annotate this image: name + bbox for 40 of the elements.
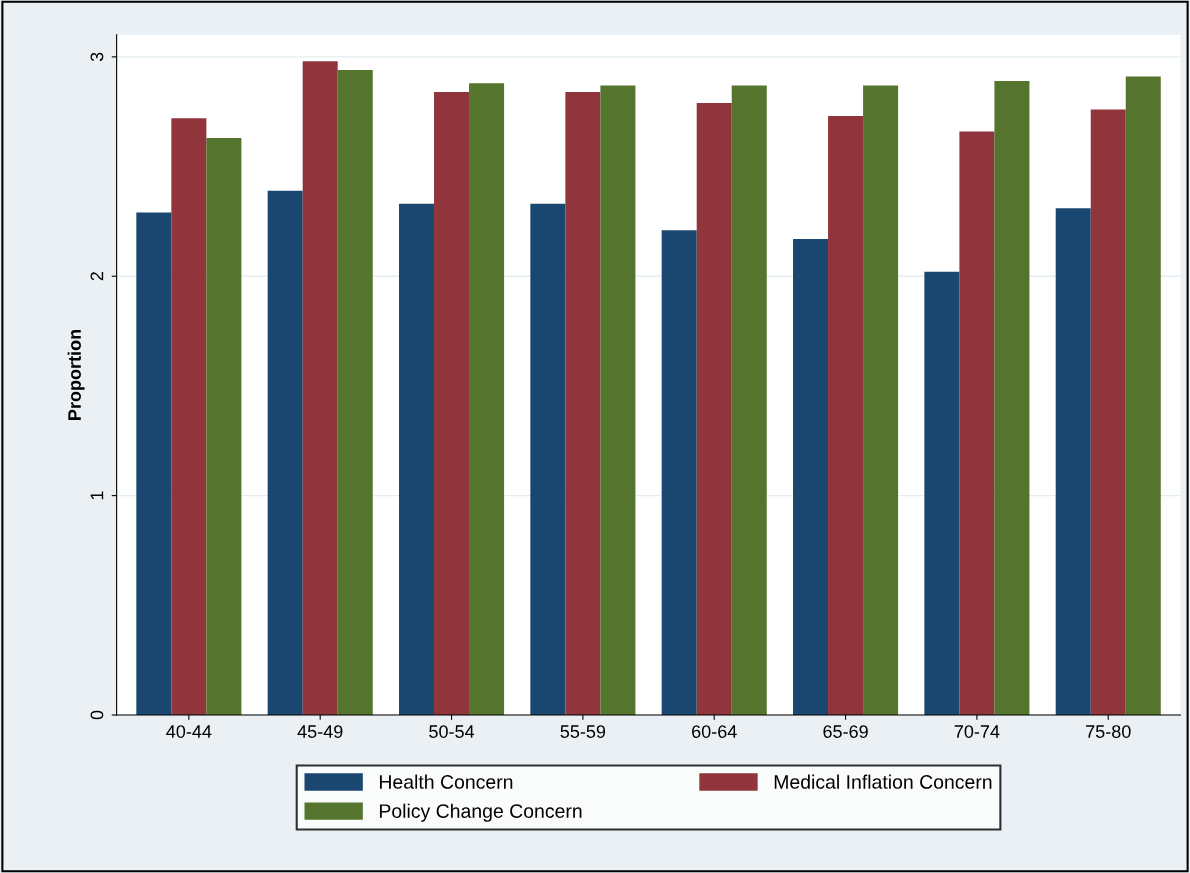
x-tick-label: 65-69	[823, 725, 868, 738]
legend-label: Health Concern	[379, 774, 513, 789]
bar	[600, 85, 636, 715]
y-tick-label: 2	[90, 272, 104, 281]
bar	[469, 83, 505, 715]
bar	[267, 190, 303, 715]
bar	[696, 102, 732, 715]
bar	[863, 85, 899, 715]
bar	[434, 91, 470, 715]
bar	[959, 131, 995, 715]
bar	[171, 118, 207, 715]
y-axis-title: Proportion	[67, 329, 85, 420]
x-tick-label: 70-74	[954, 725, 1000, 738]
bar	[924, 271, 960, 715]
x-tick-label: 40-44	[166, 725, 212, 738]
x-tick-label: 60-64	[692, 725, 737, 738]
bar	[136, 212, 172, 715]
bar	[731, 85, 767, 715]
bar	[565, 91, 601, 715]
legend-label: Policy Change Concern	[379, 803, 582, 822]
bar	[661, 230, 697, 715]
bar	[1125, 76, 1161, 715]
legend-label: Medical Inflation Concern	[774, 774, 992, 789]
y-tick-label: 3	[90, 52, 104, 62]
bar	[337, 70, 373, 715]
bar	[793, 238, 829, 715]
bar	[206, 138, 242, 715]
bar	[302, 61, 338, 715]
bar	[994, 80, 1030, 715]
bar	[828, 116, 864, 715]
y-tick-label: 1	[90, 491, 104, 500]
x-tick-label: 50-54	[429, 725, 475, 738]
bar	[1090, 109, 1126, 715]
bar	[530, 203, 566, 715]
x-tick-label: 45-49	[297, 725, 343, 738]
y-tick-label: 0	[90, 710, 104, 720]
bar	[399, 203, 435, 715]
bar	[1055, 208, 1091, 715]
x-tick-label: 75-80	[1086, 725, 1131, 738]
x-tick-label: 55-59	[560, 725, 606, 738]
